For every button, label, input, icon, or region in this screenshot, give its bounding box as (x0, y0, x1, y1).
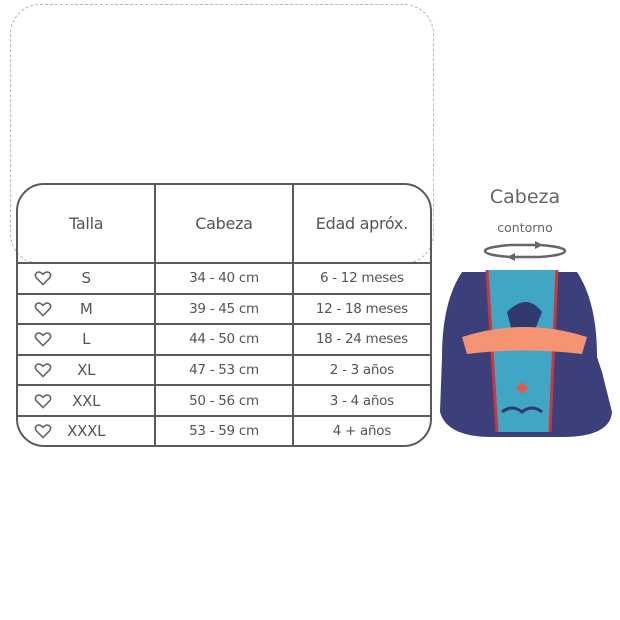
age-cell: 4 + años (291, 414, 430, 445)
head-cell: 39 - 45 cm (154, 292, 294, 326)
size-label: S (81, 269, 92, 288)
table-row: XXXL 53 - 59 cm 4 + años (18, 414, 430, 445)
age-cell: 6 - 12 meses (291, 262, 430, 295)
age-cell: 2 - 3 años (291, 353, 430, 387)
header-head: Cabeza (154, 185, 294, 264)
size-table: Talla Cabeza Edad apróx. S 34 - 40 cm 6 … (16, 183, 432, 447)
size-cell: M (18, 292, 157, 326)
size-label: XL (77, 361, 96, 380)
table-row: S 34 - 40 cm 6 - 12 meses (18, 262, 430, 295)
size-cell: L (18, 323, 157, 356)
table-row: XL 47 - 53 cm 2 - 3 años (18, 353, 430, 387)
age-cell: 18 - 24 meses (291, 323, 430, 356)
diagram-title: Cabeza (489, 186, 561, 208)
size-label: M (79, 299, 93, 318)
size-cell: XXL (18, 384, 157, 417)
head-cell: 50 - 56 cm (154, 384, 294, 417)
age-cell: 3 - 4 años (291, 384, 430, 417)
heart-icon (34, 271, 52, 286)
table-row: M 39 - 45 cm 12 - 18 meses (18, 292, 430, 326)
hat-image (440, 269, 612, 437)
size-label: L (82, 330, 91, 349)
table-row: L 44 - 50 cm 18 - 24 meses (18, 323, 430, 356)
head-cell: 47 - 53 cm (154, 353, 294, 387)
header-row: Talla Cabeza Edad apróx. (18, 185, 430, 264)
size-label: XXXL (67, 421, 106, 440)
size-cell: S (18, 262, 157, 295)
head-cell: 53 - 59 cm (154, 414, 294, 445)
head-cell: 44 - 50 cm (154, 323, 294, 356)
size-label: XXL (72, 391, 101, 410)
header-age: Edad apróx. (291, 185, 430, 264)
table-row: XXL 50 - 56 cm 3 - 4 años (18, 384, 430, 417)
head-cell: 34 - 40 cm (154, 262, 294, 295)
size-cell: XXXL (18, 414, 157, 445)
diagram-subtitle: contorno (497, 220, 553, 235)
heart-icon (34, 424, 52, 439)
rotate-arrows-icon (483, 241, 567, 261)
heart-icon (34, 393, 52, 409)
size-cell: XL (18, 353, 157, 387)
age-cell: 12 - 18 meses (291, 292, 430, 326)
header-size: Talla (18, 185, 157, 264)
heart-icon (34, 302, 52, 317)
heart-icon (34, 363, 52, 378)
heart-icon (34, 332, 52, 348)
